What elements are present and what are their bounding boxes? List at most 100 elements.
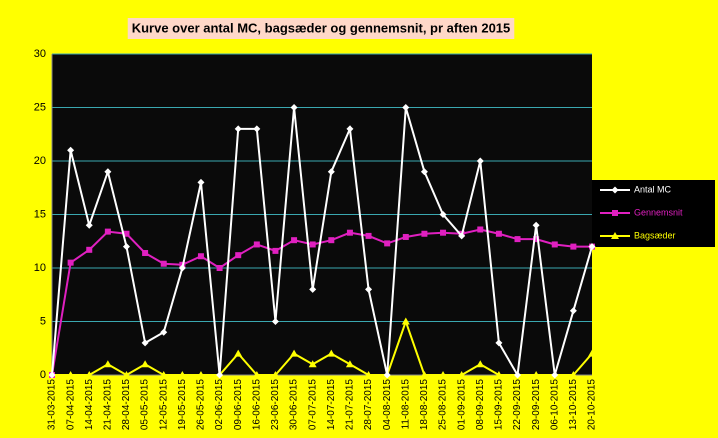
title-box: [127, 18, 515, 39]
legend-marker: [611, 232, 619, 239]
data-point: [420, 168, 428, 176]
data-point: [327, 349, 336, 357]
data-point: [514, 236, 521, 243]
x-tick-label: 13-10-2015: [568, 379, 579, 431]
data-point: [123, 230, 130, 237]
x-tick-label: 16-06-2015: [251, 379, 262, 431]
data-point: [234, 349, 243, 357]
x-tick-label: 07-04-2015: [65, 379, 76, 431]
data-point: [160, 328, 168, 336]
data-point: [457, 371, 466, 378]
series-line: [51, 228, 592, 376]
x-tick-label: 05-05-2015: [140, 379, 151, 431]
data-point: [402, 104, 410, 111]
y-tick-label: 5: [40, 315, 46, 327]
data-point: [364, 371, 373, 378]
data-point: [142, 250, 149, 257]
data-point: [570, 243, 577, 250]
data-point: [309, 285, 317, 293]
data-point: [85, 371, 94, 378]
x-tick-label: 12-05-2015: [158, 379, 169, 431]
y-tick-label: 20: [34, 155, 46, 167]
data-point: [514, 371, 522, 379]
legend-marker: [612, 210, 618, 216]
x-tick-label: 15-09-2015: [494, 379, 505, 431]
data-point: [85, 221, 93, 229]
data-point: [327, 168, 335, 176]
data-point: [290, 104, 298, 111]
y-tick-label: 0: [40, 369, 46, 381]
data-point: [104, 228, 111, 235]
data-point: [103, 360, 112, 368]
data-point: [216, 265, 223, 271]
data-point: [159, 371, 168, 378]
x-tick-label: 21-07-2015: [345, 379, 356, 431]
data-point: [141, 360, 150, 368]
x-tick-label: 01-09-2015: [456, 379, 467, 431]
data-point: [495, 339, 503, 347]
y-tick-label: 10: [34, 262, 46, 274]
x-tick-label: 29-09-2015: [531, 379, 542, 431]
data-point: [291, 237, 298, 244]
x-tick-label: 09-06-2015: [233, 379, 244, 431]
x-tick-label: 08-09-2015: [475, 379, 486, 431]
data-point: [439, 371, 448, 378]
data-point: [309, 241, 316, 248]
data-point: [495, 230, 502, 237]
x-tick-label: 11-08-2015: [400, 379, 411, 430]
data-point: [384, 240, 391, 247]
x-tick-label: 22-09-2015: [512, 379, 523, 431]
data-point: [551, 241, 558, 248]
x-tick-label: 31-03-2015: [47, 379, 58, 431]
data-point: [122, 243, 130, 251]
data-point: [160, 260, 167, 267]
data-point: [86, 246, 93, 253]
data-point: [67, 146, 75, 154]
data-point: [235, 252, 242, 259]
data-point: [346, 229, 353, 236]
data-point: [67, 259, 74, 266]
series-line: [51, 107, 593, 379]
data-point: [476, 360, 485, 368]
data-point: [197, 253, 204, 260]
x-tick-label: 23-06-2015: [270, 379, 281, 431]
data-point: [439, 211, 447, 218]
x-tick-label: 30-06-2015: [289, 379, 300, 431]
data-point: [216, 371, 224, 379]
data-point: [551, 371, 559, 379]
x-tick-label: 28-04-2015: [121, 379, 132, 431]
data-point: [477, 226, 484, 233]
data-point: [402, 233, 409, 240]
data-point: [272, 247, 279, 254]
y-tick-label: 30: [34, 48, 46, 60]
legend-label: Antal MC: [634, 184, 672, 194]
data-point: [532, 221, 540, 229]
data-point: [383, 371, 391, 379]
data-point: [290, 349, 299, 357]
data-point: [271, 318, 279, 325]
x-tick-label: 18-08-2015: [419, 379, 430, 431]
data-point: [588, 349, 596, 357]
data-point: [569, 307, 577, 315]
x-tick-label: 07-07-2015: [307, 379, 318, 431]
data-point: [494, 371, 503, 378]
data-point: [532, 371, 541, 378]
data-point: [365, 285, 373, 293]
x-tick-label: 19-05-2015: [177, 379, 188, 431]
chart-title: Kurve over antal MC, bagsæder og gennems…: [132, 20, 511, 35]
legend-marker: [611, 186, 619, 194]
legend-label: Gennemsnit: [634, 207, 683, 217]
x-tick-label: 25-08-2015: [438, 379, 449, 431]
legend-label: Bagsæder: [634, 230, 676, 240]
data-point: [308, 360, 317, 368]
data-point: [178, 264, 186, 272]
data-point: [66, 371, 75, 378]
data-point: [420, 371, 429, 378]
data-point: [569, 371, 578, 378]
data-point: [421, 230, 428, 237]
x-tick-label: 28-07-2015: [363, 379, 374, 431]
data-point: [253, 241, 260, 248]
data-point: [328, 237, 335, 244]
data-point: [253, 125, 261, 133]
